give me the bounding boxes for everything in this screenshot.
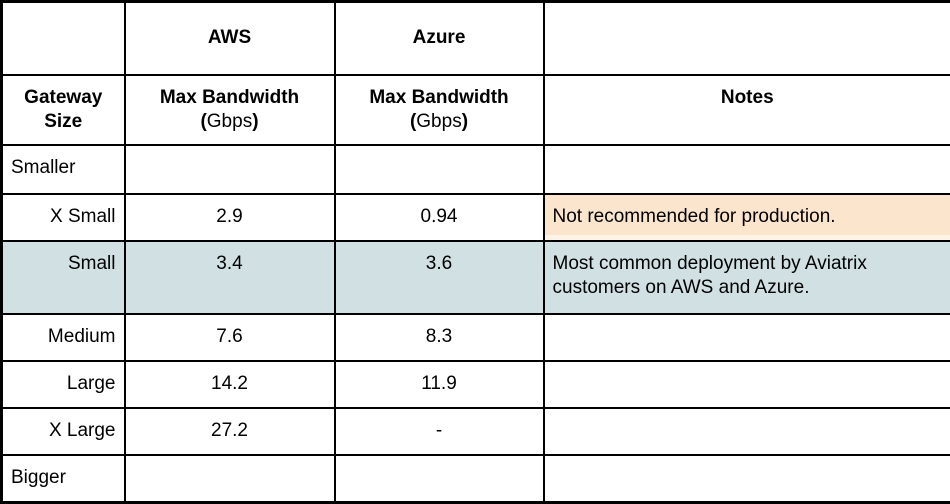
aws-bandwidth-cell: 3.4: [125, 241, 335, 314]
gateway-size-cell: X Large: [2, 408, 125, 455]
aws-bandwidth-cell: [125, 145, 335, 194]
table-row-large: Large 14.2 11.9: [2, 361, 950, 408]
header-empty-cell: [544, 2, 950, 75]
azure-bandwidth-cell: [335, 145, 544, 194]
azure-bandwidth-cell: -: [335, 408, 544, 455]
azure-bandwidth-cell: 3.6: [335, 241, 544, 314]
bandwidth-label: Max Bandwidth: [160, 87, 299, 108]
gateway-size-label-line2: Size: [44, 111, 82, 132]
table-row-medium: Medium 7.6 8.3: [2, 314, 950, 361]
table-row-bigger: Bigger: [2, 455, 950, 503]
azure-header-cell: Azure: [335, 2, 544, 75]
aws-bandwidth-cell: 14.2: [125, 361, 335, 408]
bandwidth-unit: Gbps: [207, 111, 252, 132]
gateway-size-header-cell: Gateway Size: [2, 75, 125, 145]
table-row-smaller: Smaller: [2, 145, 950, 194]
gateway-size-cell: Small: [2, 241, 125, 314]
aws-bandwidth-header-cell: Max Bandwidth(Gbps): [125, 75, 335, 145]
bandwidth-label: Max Bandwidth: [369, 87, 508, 108]
notes-cell: [544, 455, 950, 503]
aws-bandwidth-cell: 2.9: [125, 194, 335, 241]
table-row-x-small: X Small 2.9 0.94 Not recommended for pro…: [2, 194, 950, 241]
azure-bandwidth-cell: [335, 455, 544, 503]
table-row-small: Small 3.4 3.6 Most common deployment by …: [2, 241, 950, 314]
provider-header-row: AWS Azure: [2, 2, 950, 75]
gateway-size-cell: Smaller: [2, 145, 125, 194]
azure-bandwidth-cell: 11.9: [335, 361, 544, 408]
azure-bandwidth-header-cell: Max Bandwidth(Gbps): [335, 75, 544, 145]
notes-cell-highlighted: Not recommended for production.: [544, 194, 950, 241]
gateway-size-cell: Medium: [2, 314, 125, 361]
azure-bandwidth-cell: 8.3: [335, 314, 544, 361]
gateway-size-cell: Bigger: [2, 455, 125, 503]
aws-header-cell: AWS: [125, 2, 335, 75]
gateway-size-label-line1: Gateway: [24, 87, 102, 108]
paren-close: ): [252, 111, 258, 132]
aws-bandwidth-cell: 27.2: [125, 408, 335, 455]
bandwidth-unit: Gbps: [416, 111, 461, 132]
notes-cell: [544, 361, 950, 408]
azure-bandwidth-cell: 0.94: [335, 194, 544, 241]
aws-bandwidth-cell: 7.6: [125, 314, 335, 361]
notes-header-cell: Notes: [544, 75, 950, 145]
paren-close: ): [462, 111, 468, 132]
gateway-size-cell: Large: [2, 361, 125, 408]
aws-bandwidth-cell: [125, 455, 335, 503]
notes-cell-highlighted: Most common deployment by Aviatrix custo…: [544, 241, 950, 314]
gateway-size-cell: X Small: [2, 194, 125, 241]
table-row-x-large: X Large 27.2 -: [2, 408, 950, 455]
notes-cell: [544, 145, 950, 194]
column-header-row: Gateway Size Max Bandwidth(Gbps) Max Band…: [2, 75, 950, 145]
notes-cell: [544, 408, 950, 455]
notes-cell: [544, 314, 950, 361]
corner-empty-cell: [2, 2, 125, 75]
